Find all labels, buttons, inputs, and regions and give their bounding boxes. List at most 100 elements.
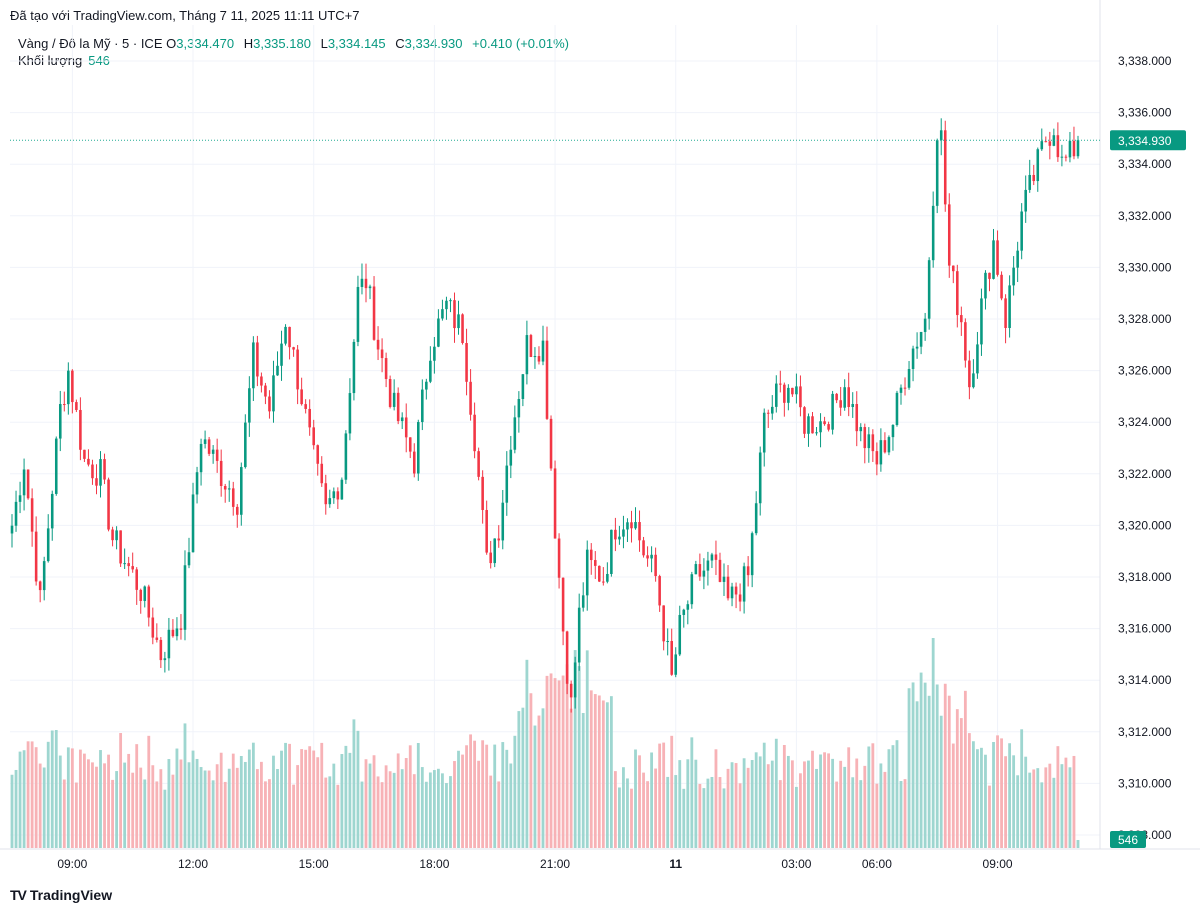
volume-bar	[400, 769, 404, 848]
volume-bar	[312, 750, 316, 848]
volume-bar	[292, 784, 295, 848]
candle-body	[348, 393, 352, 434]
volume-bar	[103, 763, 106, 848]
candle-body	[505, 465, 509, 503]
candle-body	[996, 240, 999, 275]
candle-body	[396, 392, 400, 422]
time-tick-label: 09:00	[57, 857, 87, 871]
volume-bar	[939, 715, 943, 848]
candle-body	[316, 445, 320, 464]
last-volume-label: 546	[1118, 833, 1138, 847]
volume-bar	[638, 755, 641, 848]
candle-body	[231, 488, 235, 507]
volume-bar	[1044, 767, 1048, 848]
candle-body	[103, 459, 106, 480]
candle-body	[429, 360, 432, 382]
volume-bar	[324, 777, 328, 848]
candle-body	[111, 529, 114, 541]
volume-bar	[847, 747, 851, 848]
candle-body	[211, 449, 215, 454]
volume-bar	[585, 650, 589, 848]
volume-bar	[66, 747, 70, 848]
candle-body	[843, 387, 846, 408]
candle-body	[875, 451, 879, 465]
candle-body	[1076, 140, 1080, 157]
candle-body	[694, 564, 698, 575]
candle-body	[984, 272, 987, 299]
price-tick-label: 3,314.000	[1118, 673, 1172, 687]
candle-body	[943, 130, 947, 205]
price-tick-label: 3,334.000	[1118, 157, 1172, 171]
candle-body	[795, 386, 798, 395]
volume-bar	[662, 742, 666, 848]
volume-bar	[408, 745, 412, 848]
volume-bar	[316, 757, 320, 848]
volume-bar	[879, 763, 883, 848]
volume-bar	[831, 758, 835, 848]
volume-bar	[1032, 769, 1036, 848]
volume-bar	[601, 700, 605, 848]
volume-bar	[875, 783, 879, 848]
volume-bar	[304, 749, 308, 848]
volume-bar	[74, 782, 78, 848]
candle-body	[501, 502, 505, 541]
volume-bar	[300, 749, 304, 848]
volume-bar	[843, 766, 847, 848]
price-tick-label: 3,322.000	[1118, 467, 1172, 481]
candle-body	[368, 286, 372, 289]
candle-body	[939, 130, 943, 141]
volume-bar	[698, 783, 702, 848]
candle-body	[46, 528, 50, 562]
candle-body	[332, 491, 336, 499]
volume-bar	[694, 759, 698, 848]
volume-bar	[1056, 746, 1060, 848]
volume-bar	[441, 773, 444, 848]
volume-bar	[505, 749, 509, 848]
candle-body	[823, 421, 826, 425]
volume-bar	[887, 749, 891, 848]
candle-body	[988, 272, 991, 279]
volume-bar	[436, 768, 440, 848]
candle-body	[537, 356, 541, 362]
time-tick-label: 18:00	[419, 857, 449, 871]
candle-body	[42, 561, 46, 591]
volume-bar	[424, 781, 428, 848]
volume-bar	[714, 749, 718, 848]
candle-body	[304, 404, 307, 409]
volume-bar	[553, 678, 557, 848]
volume-bar	[593, 694, 597, 848]
candle-body	[1064, 156, 1068, 158]
volume-bar	[243, 761, 247, 848]
volume-bar	[449, 776, 452, 848]
volume-bar	[807, 760, 810, 848]
candle-body	[666, 641, 669, 643]
candle-body	[682, 609, 686, 615]
ohlc-legend: Vàng / Đô la Mỹ · 5 · ICE O3,334.470 H3,…	[18, 36, 575, 51]
volume-bar	[815, 768, 818, 848]
candle-body	[811, 416, 814, 434]
tradingview-logo-icon: TV	[10, 887, 27, 903]
candle-body	[372, 286, 376, 340]
volume-bar	[976, 749, 979, 848]
candle-body	[223, 486, 227, 490]
candle-body	[867, 434, 871, 449]
volume-bar	[30, 741, 34, 848]
volume-bar	[296, 765, 300, 848]
symbol-name[interactable]: Vàng / Đô la Mỹ · 5 · ICE	[18, 36, 163, 51]
volume-bar	[992, 741, 995, 848]
volume-bar	[819, 754, 822, 848]
volume-bar	[203, 770, 207, 848]
candle-body	[923, 318, 927, 332]
volume-bar	[947, 695, 951, 848]
volume-bar	[988, 785, 991, 848]
candle-body	[328, 498, 332, 505]
candle-body	[268, 396, 271, 412]
volume-bar	[799, 773, 802, 848]
candle-body	[702, 570, 706, 577]
volume-bar	[372, 755, 376, 848]
candle-body	[815, 432, 818, 434]
time-tick-label: 03:00	[781, 857, 811, 871]
volume-bar	[734, 763, 738, 848]
candle-body	[292, 347, 295, 350]
